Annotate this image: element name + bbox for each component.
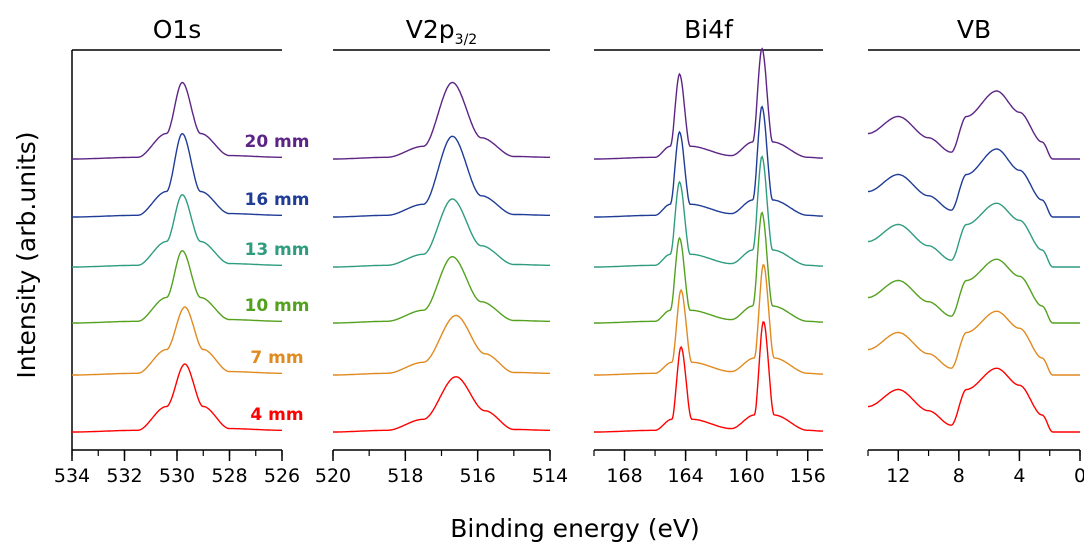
series-line-16-mm [72, 133, 282, 218]
panel-title-subscript: 3/2 [455, 32, 478, 48]
panel-title: Bi4f [684, 15, 734, 44]
series-line-4-mm [594, 320, 823, 433]
panel-title: VB [957, 15, 991, 44]
series-line-10-mm [333, 255, 550, 324]
chart-panels: O1s 534 532 530 528 526 4 mm 7 mm 10 mm 13 mm 16 m… [54, 15, 1084, 487]
series-label: 16 mm [244, 190, 309, 210]
tick-label: 4 [1013, 465, 1025, 487]
tick-label: 8 [953, 465, 965, 487]
tick-label: 534 [54, 465, 90, 487]
series-line-13-mm [868, 202, 1080, 268]
series-label: 4 mm [250, 405, 303, 425]
series-label: 10 mm [244, 296, 309, 316]
panel-title: O1s [153, 15, 202, 44]
series-line-4-mm [72, 363, 282, 433]
tick-label: 520 [315, 465, 351, 487]
tick-label: 514 [532, 465, 568, 487]
series-line-16-mm [333, 135, 550, 218]
series-line-13-mm [72, 194, 282, 268]
series-line-7-mm [868, 310, 1080, 376]
series-line-16-mm [868, 148, 1080, 218]
tick-label: 168 [606, 465, 642, 487]
series-label: 20 mm [244, 132, 309, 152]
series-line-4-mm [868, 367, 1080, 433]
y-axis-label: Intensity (arb.units) [12, 131, 41, 378]
series-line-13-mm [594, 155, 823, 268]
x-axis-label: Binding energy (eV) [450, 514, 699, 543]
series-line-16-mm [594, 105, 824, 218]
series-line-20-mm [594, 47, 824, 160]
panel-0: O1s 534 532 530 528 526 4 mm 7 mm 10 mm 13 mm 16 m… [54, 15, 310, 487]
series-line-13-mm [333, 198, 550, 268]
series-line-7-mm [594, 263, 823, 376]
tick-label: 164 [667, 465, 703, 487]
panel-3: VB 12 8 4 0 [867, 15, 1084, 487]
tick-label: 530 [159, 465, 195, 487]
series-line-20-mm [868, 90, 1080, 160]
tick-label: 12 [886, 465, 910, 487]
series-line-20-mm [72, 81, 282, 160]
tick-label: 518 [387, 465, 423, 487]
tick-label: 526 [264, 465, 300, 487]
panel-2: Bi4f 168 164 160 156 [593, 15, 826, 487]
series-line-10-mm [72, 250, 282, 324]
series-label: 13 mm [244, 240, 309, 260]
tick-label: 160 [729, 465, 765, 487]
tick-label: 516 [460, 465, 496, 487]
panel-title: V2p3/2 [406, 15, 477, 48]
series-line-7-mm [333, 314, 550, 376]
tick-label: 528 [211, 465, 247, 487]
tick-label: 532 [106, 465, 142, 487]
series-line-7-mm [72, 306, 282, 376]
tick-label: 156 [790, 465, 826, 487]
panel-1: V2p3/2 520 518 516 514 [315, 15, 568, 487]
tick-label: 0 [1074, 465, 1084, 487]
series-line-10-mm [868, 258, 1080, 324]
series-label: 7 mm [250, 348, 303, 368]
series-line-20-mm [333, 81, 550, 160]
series-line-4-mm [333, 376, 550, 433]
series-line-10-mm [594, 211, 823, 324]
